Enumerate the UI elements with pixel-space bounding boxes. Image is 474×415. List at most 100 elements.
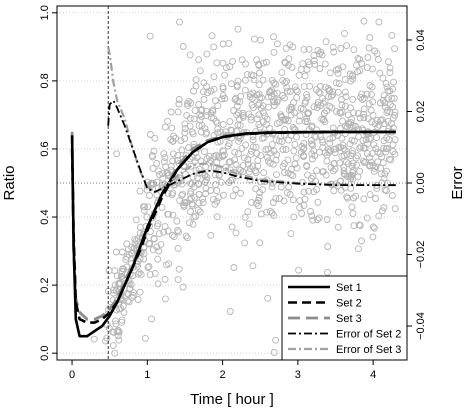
data-point (234, 109, 242, 117)
data-point (234, 150, 242, 158)
data-point (103, 334, 111, 342)
data-point (254, 197, 262, 204)
data-point (253, 56, 261, 64)
data-point (189, 173, 197, 181)
data-point (273, 40, 281, 48)
data-point (170, 233, 178, 241)
data-point (158, 203, 166, 211)
data-point (231, 96, 239, 103)
data-point (378, 207, 386, 215)
data-point (256, 123, 264, 131)
data-point (195, 101, 203, 108)
data-point (388, 192, 396, 199)
data-point (356, 114, 364, 122)
data-point (129, 291, 137, 299)
data-point (376, 69, 384, 77)
data-point (307, 137, 315, 145)
data-point (341, 75, 349, 83)
data-point (315, 214, 323, 222)
data-point (377, 170, 385, 178)
data-point (202, 176, 210, 184)
data-point (262, 58, 270, 66)
data-point (363, 90, 371, 98)
legend-label: Set 1 (336, 282, 362, 294)
data-point (226, 308, 234, 315)
data-point (243, 71, 251, 79)
data-point (380, 120, 388, 128)
data-point (241, 76, 249, 84)
data-point (367, 134, 375, 142)
data-point (300, 46, 308, 54)
data-point (174, 276, 182, 284)
y-tick-label: 1.0 (39, 5, 51, 20)
data-point (332, 79, 340, 87)
data-point (263, 153, 271, 161)
data-point (371, 47, 379, 55)
data-point (355, 245, 362, 253)
data-point (118, 268, 126, 275)
data-point (238, 56, 246, 64)
data-point (228, 223, 236, 231)
data-point (124, 245, 132, 253)
data-point (247, 91, 254, 98)
data-point (112, 320, 120, 328)
data-point (175, 265, 183, 273)
data-point (298, 210, 306, 217)
series-lines (70, 46, 396, 338)
data-point (356, 55, 364, 63)
data-point (140, 206, 148, 214)
data-point (117, 305, 125, 313)
data-point (186, 219, 193, 227)
data-point (330, 187, 338, 195)
data-point (221, 95, 229, 102)
y-tick-label: 0.0 (39, 346, 51, 361)
data-point (360, 110, 368, 118)
data-point (115, 336, 123, 344)
data-point (192, 76, 200, 84)
data-point (175, 100, 183, 108)
data-point (144, 264, 152, 271)
data-point (134, 270, 142, 278)
data-point (364, 115, 372, 123)
data-point (203, 128, 211, 136)
data-point (348, 162, 356, 170)
data-point (326, 69, 334, 77)
data-point (257, 152, 265, 160)
data-point (111, 281, 119, 289)
data-point (131, 235, 139, 243)
data-point (344, 160, 352, 168)
data-point (388, 31, 396, 39)
data-point (348, 203, 356, 211)
data-point (205, 152, 213, 160)
data-point (215, 194, 222, 202)
data-point (384, 58, 392, 66)
y-tick-label: 0.4 (39, 209, 51, 224)
data-point (146, 240, 154, 248)
data-point (272, 80, 280, 88)
data-point (308, 155, 316, 163)
data-point (173, 177, 181, 185)
data-point (300, 188, 308, 196)
data-point (375, 212, 383, 220)
data-point (340, 163, 348, 171)
data-point (254, 101, 262, 109)
data-point (210, 73, 218, 81)
data-point (382, 80, 390, 87)
x-tick-label: 4 (370, 369, 376, 381)
data-point (388, 95, 396, 102)
data-point (266, 87, 274, 95)
data-point (390, 78, 398, 86)
data-point (343, 123, 351, 131)
data-point (344, 111, 352, 119)
y2-tick-label: −0.04 (415, 312, 427, 340)
data-point (281, 160, 288, 168)
data-point (136, 187, 144, 195)
data-point (296, 112, 304, 120)
data-point (329, 167, 337, 175)
data-point (349, 71, 357, 79)
data-point (287, 106, 295, 114)
data-point (231, 148, 239, 156)
data-point (226, 158, 234, 166)
data-point (273, 120, 281, 128)
data-point (312, 133, 320, 141)
